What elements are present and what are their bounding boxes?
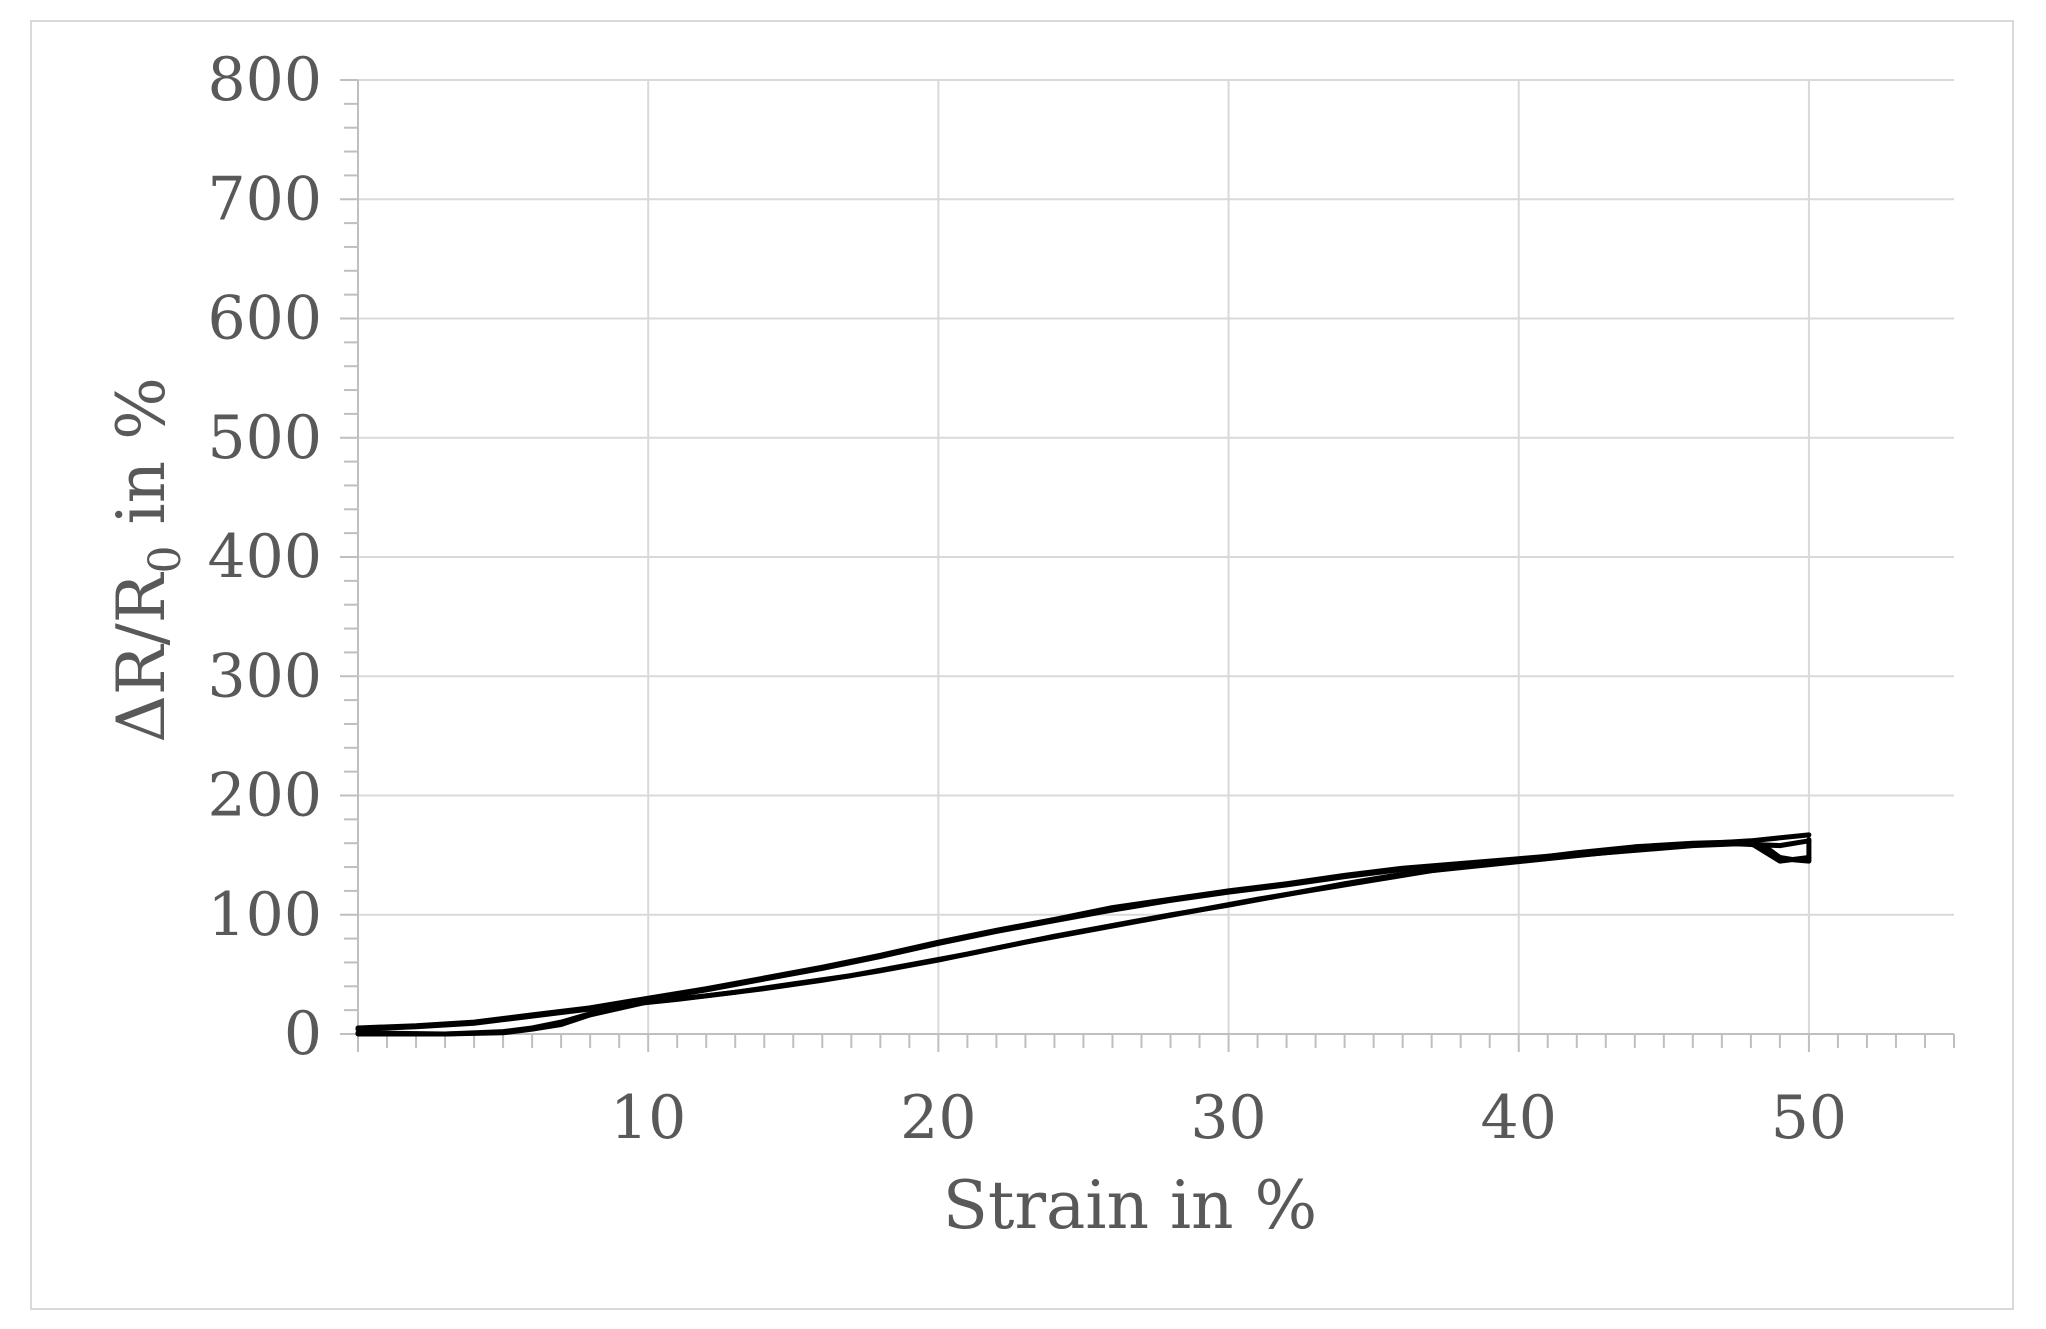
x-tick-label: 20 — [900, 1083, 976, 1153]
y-tick-label: 100 — [207, 880, 322, 950]
y-tick-label: 800 — [207, 45, 322, 115]
tick-labels: 0 100 200 300 400 500 600 700 800 10 20 30 40 50 — [207, 45, 1847, 1153]
x-tick-label: 10 — [610, 1083, 686, 1153]
y-axis-title: ΔR/R0 in % — [103, 377, 191, 743]
y-tick-label: 500 — [207, 403, 322, 473]
gridlines — [358, 79, 1954, 1034]
y-tick-label: 200 — [207, 761, 322, 831]
series-line-4 — [355, 840, 1812, 1037]
series-lines — [355, 832, 1812, 1037]
series-line-3 — [355, 837, 1812, 1032]
y-axis-title-prefix: ΔR/R — [103, 571, 180, 743]
chart-frame: 0 100 200 300 400 500 600 700 800 10 20 30 40 50 Stra… — [30, 20, 2014, 1310]
y-axis-title-subscript: 0 — [140, 546, 191, 574]
y-tick-label: 700 — [207, 164, 322, 234]
y-tick-label: 600 — [207, 284, 322, 354]
y-tick-label: 400 — [207, 522, 322, 592]
x-tick-label: 30 — [1190, 1083, 1266, 1153]
x-tick-label: 50 — [1771, 1083, 1847, 1153]
y-tick-label: 300 — [207, 641, 322, 711]
y-axis-title-suffix: in % — [103, 377, 180, 545]
y-tick-label: 0 — [284, 999, 322, 1069]
axes — [340, 79, 1955, 1052]
series-line-2 — [355, 838, 1812, 1037]
x-axis-title: Strain in % — [943, 1167, 1318, 1244]
x-tick-label: 40 — [1481, 1083, 1557, 1153]
chart-svg: 0 100 200 300 400 500 600 700 800 10 20 30 40 50 Stra… — [103, 45, 1955, 1244]
